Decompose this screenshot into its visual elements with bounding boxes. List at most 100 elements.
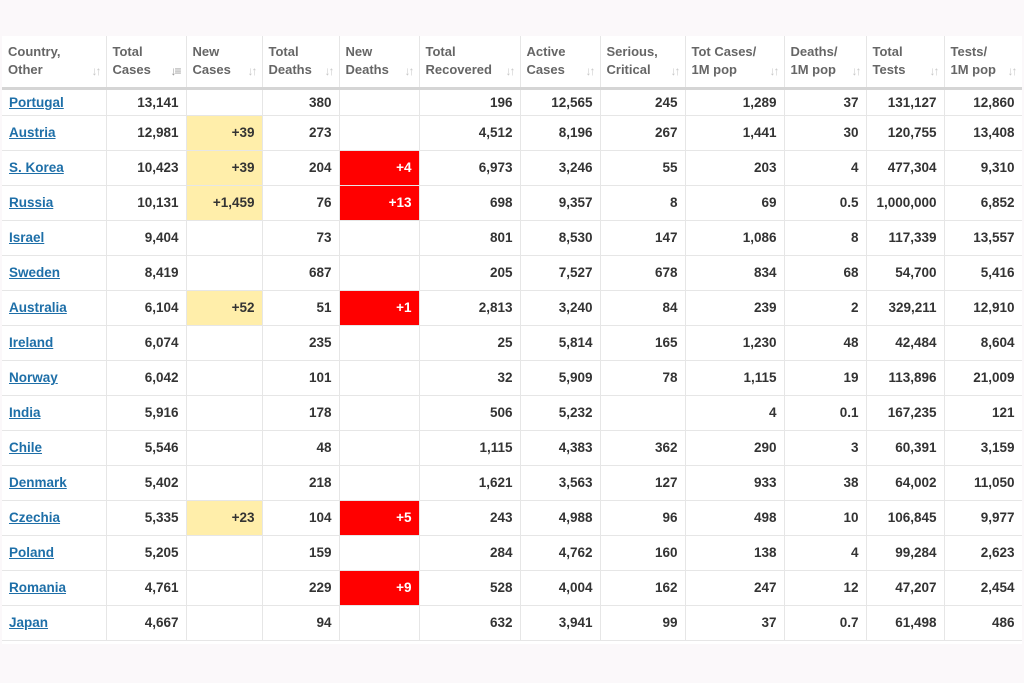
country-link[interactable]: Denmark bbox=[9, 475, 67, 490]
sort-arrows-icon[interactable]: ↓↑ bbox=[324, 63, 335, 78]
cell-active-cases: 5,232 bbox=[520, 395, 601, 431]
column-header-new-deaths[interactable]: New Deaths ↓↑ bbox=[339, 36, 420, 90]
cell-deaths-per-1m: 3 bbox=[784, 430, 867, 466]
cell-active-cases: 4,004 bbox=[520, 570, 601, 606]
cell-serious-critical: 678 bbox=[600, 255, 686, 291]
country-link[interactable]: Ireland bbox=[9, 335, 54, 350]
column-header-total-deaths[interactable]: Total Deaths ↓↑ bbox=[262, 36, 340, 90]
column-header-total-tests[interactable]: Total Tests ↓↑ bbox=[866, 36, 945, 90]
table-row: Austria 12,981 +39 273 4,512 8,196 267 1,441 30 1… bbox=[2, 115, 1022, 151]
cell-serious-critical: 267 bbox=[600, 115, 686, 151]
sort-arrows-icon[interactable]: ↓↑ bbox=[670, 63, 681, 78]
country-link[interactable]: Australia bbox=[9, 300, 67, 315]
sort-desc-icon[interactable]: ↓≡ bbox=[170, 63, 181, 78]
cell-total-deaths: 101 bbox=[262, 360, 340, 396]
cell-deaths-per-1m: 10 bbox=[784, 500, 867, 536]
cell-total-recovered: 528 bbox=[419, 570, 521, 606]
country-link[interactable]: India bbox=[9, 405, 41, 420]
column-header-active-cases[interactable]: Active Cases ↓↑ bbox=[520, 36, 601, 90]
cell-tot-cases-per-1m: 247 bbox=[685, 570, 785, 606]
cell-total-recovered: 632 bbox=[419, 605, 521, 641]
sort-arrows-icon[interactable]: ↓↑ bbox=[247, 63, 258, 78]
country-link[interactable]: Sweden bbox=[9, 265, 61, 280]
cell-serious-critical: 78 bbox=[600, 360, 686, 396]
column-header-label: Tot Cases/1M pop bbox=[692, 43, 778, 79]
cell-total-deaths: 159 bbox=[262, 535, 340, 571]
cell-total-tests: 64,002 bbox=[866, 465, 945, 501]
cell-total-deaths: 229 bbox=[262, 570, 340, 606]
column-header-deaths-per-1m[interactable]: Deaths/1M pop ↓↑ bbox=[784, 36, 867, 90]
cell-total-recovered: 243 bbox=[419, 500, 521, 536]
country-link[interactable]: Russia bbox=[9, 195, 54, 210]
cell-new-deaths bbox=[339, 255, 420, 291]
country-link[interactable]: Romania bbox=[9, 580, 67, 595]
country-link[interactable]: Japan bbox=[9, 615, 49, 630]
sort-arrows-icon[interactable]: ↓↑ bbox=[1007, 63, 1018, 78]
cell-country: India bbox=[2, 395, 107, 431]
cell-deaths-per-1m: 4 bbox=[784, 535, 867, 571]
column-header-line1: Deaths/ bbox=[790, 44, 838, 60]
country-link[interactable]: Israel bbox=[9, 230, 45, 245]
cell-active-cases: 5,909 bbox=[520, 360, 601, 396]
cell-new-deaths: +4 bbox=[339, 150, 420, 186]
column-header-line1: New bbox=[192, 44, 220, 60]
cell-total-cases: 6,104 bbox=[106, 290, 187, 326]
country-link[interactable]: Czechia bbox=[9, 510, 61, 525]
sort-arrows-icon[interactable]: ↓↑ bbox=[851, 63, 862, 78]
sort-arrows-icon[interactable]: ↓↑ bbox=[769, 63, 780, 78]
cell-active-cases: 12,565 bbox=[520, 88, 601, 116]
cell-total-cases: 5,205 bbox=[106, 535, 187, 571]
country-link[interactable]: Norway bbox=[9, 370, 58, 385]
column-header-label: Total Recovered bbox=[426, 43, 514, 79]
country-link[interactable]: Austria bbox=[9, 125, 56, 140]
country-link[interactable]: Chile bbox=[9, 440, 43, 455]
cell-serious-critical: 245 bbox=[600, 88, 686, 116]
country-link[interactable]: S. Korea bbox=[9, 160, 64, 175]
cell-new-cases: +39 bbox=[186, 150, 263, 186]
cell-deaths-per-1m: 30 bbox=[784, 115, 867, 151]
table-row: Sweden 8,419 687 205 7,527 678 834 68 54,700 5,41… bbox=[2, 255, 1022, 291]
table-row: Portugal 13,141 380 196 12,565 245 1,289 37 131,… bbox=[2, 88, 1022, 116]
column-header-line1: Total bbox=[268, 44, 299, 60]
cell-total-tests: 54,700 bbox=[866, 255, 945, 291]
sort-arrows-icon[interactable]: ↓↑ bbox=[585, 63, 596, 78]
column-header-new-cases[interactable]: New Cases ↓↑ bbox=[186, 36, 263, 90]
cell-tot-cases-per-1m: 1,230 bbox=[685, 325, 785, 361]
cell-total-deaths: 76 bbox=[262, 185, 340, 221]
cell-total-cases: 5,335 bbox=[106, 500, 187, 536]
cell-new-deaths bbox=[339, 465, 420, 501]
column-header-line1: Total bbox=[112, 44, 143, 60]
cell-serious-critical: 162 bbox=[600, 570, 686, 606]
column-header-country[interactable]: Country, Other ↓↑ bbox=[2, 36, 107, 90]
cell-new-cases bbox=[186, 255, 263, 291]
cell-new-cases: +39 bbox=[186, 115, 263, 151]
column-header-serious-critical[interactable]: Serious, Critical ↓↑ bbox=[600, 36, 686, 90]
cell-tests-per-1m: 9,310 bbox=[944, 150, 1022, 186]
column-header-tests-per-1m[interactable]: Tests/1M pop ↓↑ bbox=[944, 36, 1022, 90]
cell-country: Denmark bbox=[2, 465, 107, 501]
country-link[interactable]: Portugal bbox=[9, 94, 64, 110]
column-header-label: Total Tests bbox=[873, 43, 938, 79]
covid-stats-table-container: Country, Other ↓↑ Total Cases ↓≡ New Cases ↓↑ Tot… bbox=[2, 36, 1022, 644]
column-header-total-cases[interactable]: Total Cases ↓≡ bbox=[106, 36, 187, 90]
country-link[interactable]: Poland bbox=[9, 545, 55, 560]
cell-country: Portugal bbox=[2, 88, 107, 116]
sort-arrows-icon[interactable]: ↓↑ bbox=[404, 63, 415, 78]
cell-total-deaths: 104 bbox=[262, 500, 340, 536]
cell-total-tests: 47,207 bbox=[866, 570, 945, 606]
cell-total-recovered: 6,973 bbox=[419, 150, 521, 186]
cell-tot-cases-per-1m: 498 bbox=[685, 500, 785, 536]
column-header-tot-cases-per-1m[interactable]: Tot Cases/1M pop ↓↑ bbox=[685, 36, 785, 90]
sort-arrows-icon[interactable]: ↓↑ bbox=[91, 63, 102, 78]
column-header-total-recovered[interactable]: Total Recovered ↓↑ bbox=[419, 36, 521, 90]
column-header-line1: New bbox=[345, 44, 373, 60]
sort-arrows-icon[interactable]: ↓↑ bbox=[929, 63, 940, 78]
cell-tot-cases-per-1m: 1,115 bbox=[685, 360, 785, 396]
column-header-label: Active Cases bbox=[527, 43, 594, 79]
sort-arrows-icon[interactable]: ↓↑ bbox=[505, 63, 516, 78]
column-header-label: Total Cases bbox=[113, 43, 180, 79]
cell-country: Russia bbox=[2, 185, 107, 221]
cell-country: Norway bbox=[2, 360, 107, 396]
table-row: India 5,916 178 506 5,232 4 0.1 167,235 121 bbox=[2, 395, 1022, 431]
cell-total-tests: 167,235 bbox=[866, 395, 945, 431]
